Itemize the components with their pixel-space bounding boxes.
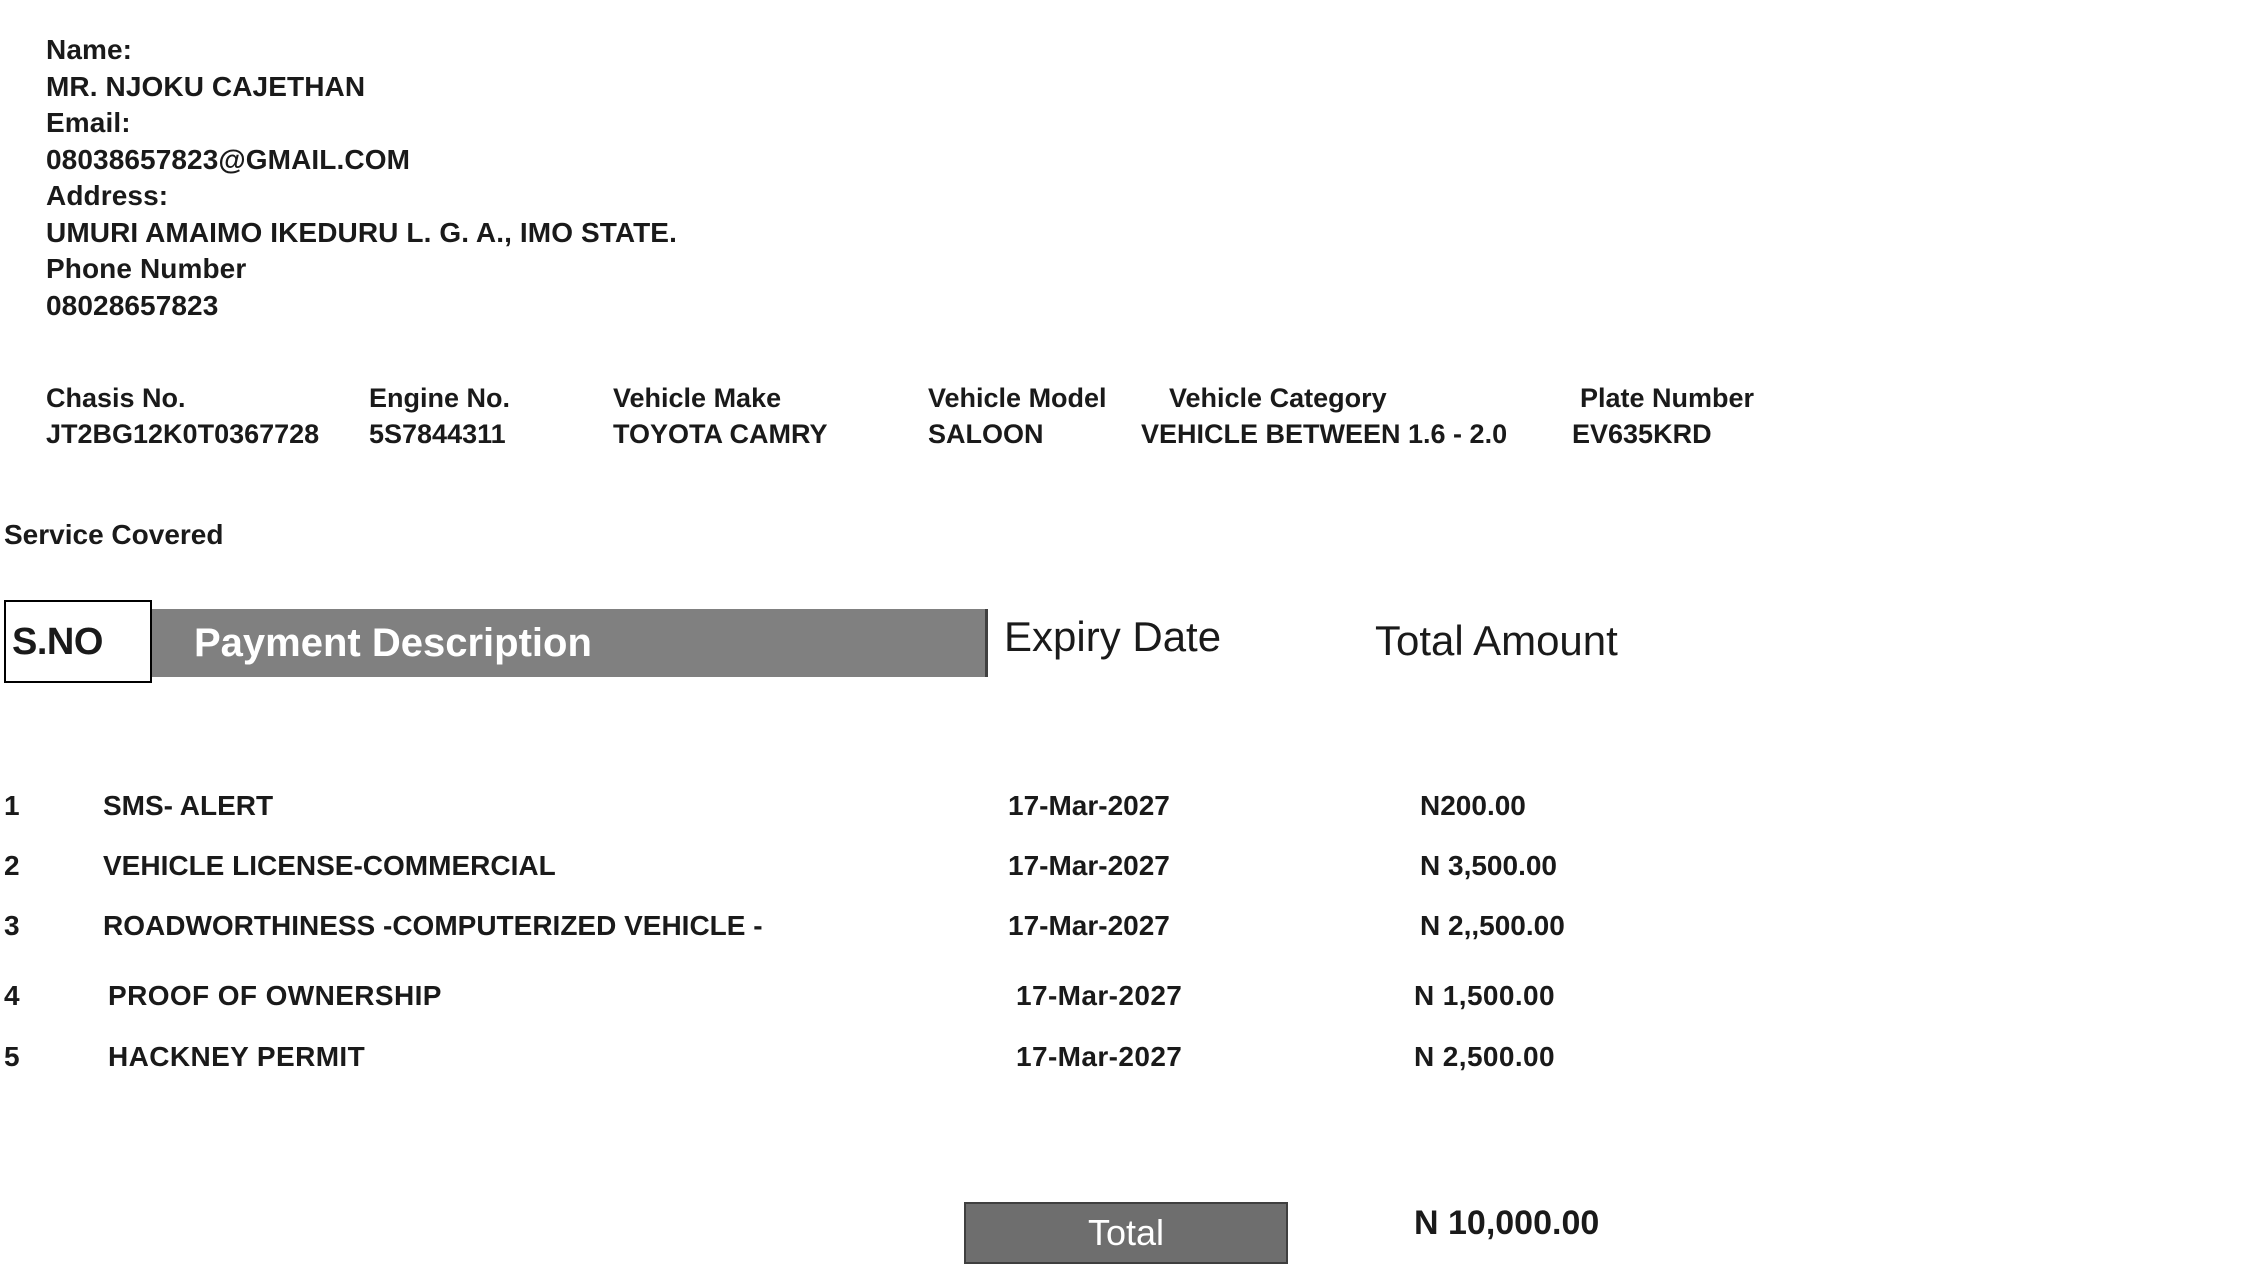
row-sno: 3: [4, 910, 20, 941]
row-amount: N 2,,500.00: [1420, 910, 1565, 941]
vehicle-make: Vehicle Make TOYOTA CAMRY: [613, 380, 828, 452]
row-description: PROOF OF OWNERSHIP: [108, 980, 442, 1011]
row-amount: N200.00: [1420, 790, 1526, 821]
customer-phone-label: Phone Number: [46, 253, 247, 284]
row-sno: 1: [4, 790, 20, 821]
row-expiry-date: 17-Mar-2027: [1008, 850, 1170, 881]
vehicle-category: Vehicle Category VEHICLE BETWEEN 1.6 - 2…: [1141, 380, 1507, 452]
row-sno: 4: [4, 980, 20, 1011]
vehicle-engine-number: Engine No. 5S7844311: [369, 380, 510, 452]
row-amount: N 1,500.00: [1414, 980, 1555, 1011]
vehicle-plate-number: Plate Number EV635KRD: [1572, 380, 1754, 452]
vehicle-make-header: Vehicle Make: [613, 383, 782, 413]
vehicle-engine-number-header: Engine No.: [369, 383, 510, 413]
row-sno: 2: [4, 850, 20, 881]
vehicle-model-header: Vehicle Model: [928, 383, 1107, 413]
customer-email-label: Email:: [46, 107, 131, 138]
table-row: 2 VEHICLE LICENSE-COMMERCIAL 17-Mar-2027…: [0, 850, 2264, 890]
row-amount: N 2,500.00: [1414, 1041, 1555, 1072]
row-description: VEHICLE LICENSE-COMMERCIAL: [103, 850, 556, 881]
column-header-sno: S.NO: [4, 600, 152, 683]
vehicle-plate-number-value: EV635KRD: [1572, 419, 1712, 449]
row-expiry-date: 17-Mar-2027: [1008, 790, 1170, 821]
total-amount-value: N 10,000.00: [1414, 1204, 1600, 1242]
row-expiry-date: 17-Mar-2027: [1016, 1041, 1183, 1072]
vehicle-category-value: VEHICLE BETWEEN 1.6 - 2.0: [1141, 419, 1508, 449]
customer-name-value: MR. NJOKU CAJETHAN: [46, 70, 366, 102]
total-label-box: Total: [964, 1202, 1288, 1264]
customer-address-value: UMURI AMAIMO IKEDURU L. G. A., IMO STATE…: [46, 216, 677, 248]
vehicle-category-header: Vehicle Category: [1169, 383, 1387, 413]
vehicle-chasis-number-value: JT2BG12K0T0367728: [46, 419, 320, 449]
row-description: ROADWORTHINESS -COMPUTERIZED VEHICLE -: [103, 910, 763, 941]
vehicle-details-block: Chasis No. JT2BG12K0T0367728 Engine No. …: [0, 380, 2264, 470]
table-row: 3 ROADWORTHINESS -COMPUTERIZED VEHICLE -…: [0, 910, 2264, 950]
service-covered-heading: Service Covered: [4, 519, 224, 550]
table-row: 5 HACKNEY PERMIT 17-Mar-2027 N 2,500.00: [0, 1041, 2264, 1081]
total-footer: Total N 10,000.00: [0, 1202, 2264, 1285]
vehicle-make-value: TOYOTA CAMRY: [613, 419, 828, 449]
row-sno: 5: [4, 1041, 20, 1072]
column-header-payment-description: Payment Description: [152, 609, 988, 677]
vehicle-model-value: SALOON: [928, 419, 1044, 449]
column-header-total-amount: Total Amount: [1375, 617, 1618, 664]
customer-email-value: 08038657823@GMAIL.COM: [46, 143, 411, 175]
vehicle-model: Vehicle Model SALOON: [928, 380, 1107, 452]
customer-info-block: Name: MR. NJOKU CAJETHAN Email: 08038657…: [46, 32, 1246, 324]
total-label: Total: [1087, 1212, 1165, 1253]
table-row: 1 SMS- ALERT 17-Mar-2027 N200.00: [0, 790, 2264, 830]
row-amount: N 3,500.00: [1420, 850, 1557, 881]
row-description: SMS- ALERT: [103, 790, 274, 821]
vehicle-chasis-number-header: Chasis No.: [46, 383, 186, 413]
table-row: 4 PROOF OF OWNERSHIP 17-Mar-2027 N 1,500…: [0, 980, 2264, 1020]
services-table-header: S.NO Payment Description Expiry Date Tot…: [0, 600, 2264, 688]
row-expiry-date: 17-Mar-2027: [1016, 980, 1183, 1011]
customer-name-label: Name:: [46, 34, 133, 65]
customer-phone-value: 08028657823: [46, 289, 219, 321]
column-header-expiry-date: Expiry Date: [1004, 613, 1222, 660]
vehicle-engine-number-value: 5S7844311: [369, 419, 506, 449]
customer-address-label: Address:: [46, 180, 169, 211]
column-header-payment-description-label: Payment Description: [194, 621, 592, 665]
vehicle-plate-number-header: Plate Number: [1580, 383, 1755, 413]
column-header-sno-label: S.NO: [12, 620, 103, 663]
row-expiry-date: 17-Mar-2027: [1008, 910, 1170, 941]
row-description: HACKNEY PERMIT: [108, 1041, 366, 1072]
vehicle-chasis-number: Chasis No. JT2BG12K0T0367728: [46, 380, 319, 452]
